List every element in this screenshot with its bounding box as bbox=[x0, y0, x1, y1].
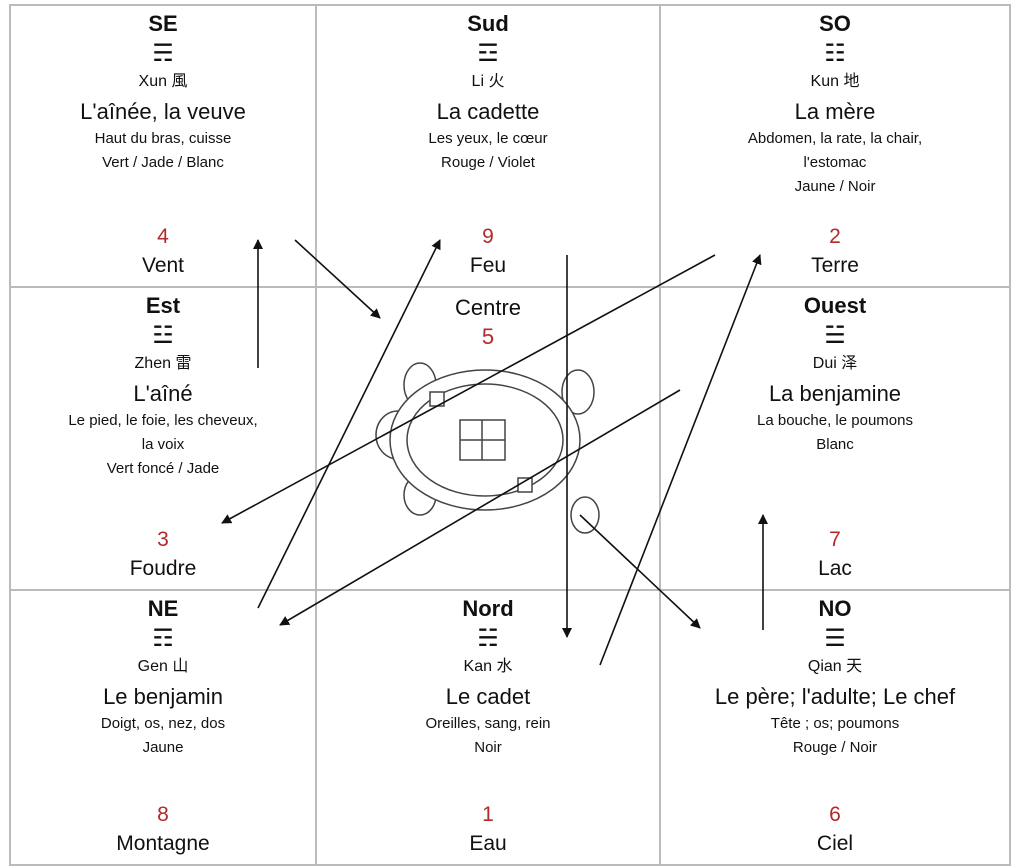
trigram-name: Li 火 bbox=[316, 67, 660, 97]
detail-line: Blanc bbox=[660, 433, 1010, 457]
number: 6 bbox=[660, 801, 1010, 829]
trigram-name: Dui 泽 bbox=[660, 349, 1010, 379]
trigram-name: Xun 風 bbox=[10, 67, 316, 97]
element: Terre bbox=[660, 251, 1010, 281]
trigram-name: Kun 地 bbox=[660, 67, 1010, 97]
detail-line: Noir bbox=[316, 736, 660, 760]
detail-line: Jaune bbox=[10, 736, 316, 760]
detail-line: Oreilles, sang, rein bbox=[316, 712, 660, 736]
family-role: Le benjamin bbox=[10, 682, 316, 712]
direction: Sud bbox=[316, 9, 660, 39]
element: Lac bbox=[660, 554, 1010, 584]
trigram: ☷ bbox=[660, 39, 1010, 67]
centre-label: Centre bbox=[316, 293, 660, 323]
trigram: ☰ bbox=[660, 624, 1010, 652]
number: 8 bbox=[10, 801, 316, 829]
direction: SO bbox=[660, 9, 1010, 39]
number: 1 bbox=[316, 801, 660, 829]
direction: Ouest bbox=[660, 291, 1010, 321]
trigram: ☴ bbox=[10, 39, 316, 67]
detail-line: Rouge / Violet bbox=[316, 151, 660, 175]
trigram: ☱ bbox=[660, 321, 1010, 349]
detail-line: Abdomen, la rate, la chair, bbox=[660, 127, 1010, 151]
direction: NE bbox=[10, 594, 316, 624]
direction: Est bbox=[10, 291, 316, 321]
family-role: Le père; l'adulte; Le chef bbox=[660, 682, 1010, 712]
element: Montagne bbox=[10, 829, 316, 859]
number: 9 bbox=[316, 223, 660, 251]
trigram-name: Gen 山 bbox=[10, 652, 316, 682]
centre-number: 5 bbox=[316, 323, 660, 351]
detail-line: Vert / Jade / Blanc bbox=[10, 151, 316, 175]
lo-shu-diagram: Centre 5 SE☴Xun 風L'aînée, la veuveHaut d… bbox=[0, 0, 1015, 868]
number: 4 bbox=[10, 223, 316, 251]
element: Feu bbox=[316, 251, 660, 281]
family-role: L'aîné bbox=[10, 379, 316, 409]
detail-line: Vert foncé / Jade bbox=[10, 457, 316, 481]
direction: Nord bbox=[316, 594, 660, 624]
number: 3 bbox=[10, 526, 316, 554]
detail-line: Le pied, le foie, les cheveux, bbox=[10, 409, 316, 433]
detail-line: Rouge / Noir bbox=[660, 736, 1010, 760]
trigram: ☵ bbox=[316, 624, 660, 652]
number: 2 bbox=[660, 223, 1010, 251]
detail-line: Haut du bras, cuisse bbox=[10, 127, 316, 151]
detail-line: la voix bbox=[10, 433, 316, 457]
detail-line: Les yeux, le cœur bbox=[316, 127, 660, 151]
direction: SE bbox=[10, 9, 316, 39]
trigram-name: Kan 水 bbox=[316, 652, 660, 682]
centre-cell: Centre 5 bbox=[316, 287, 660, 590]
element: Eau bbox=[316, 829, 660, 859]
element: Vent bbox=[10, 251, 316, 281]
element: Foudre bbox=[10, 554, 316, 584]
element: Ciel bbox=[660, 829, 1010, 859]
family-role: La benjamine bbox=[660, 379, 1010, 409]
detail-line: l'estomac bbox=[660, 151, 1010, 175]
family-role: La cadette bbox=[316, 97, 660, 127]
detail-line: La bouche, le poumons bbox=[660, 409, 1010, 433]
detail-line: Jaune / Noir bbox=[660, 175, 1010, 199]
trigram: ☳ bbox=[10, 321, 316, 349]
detail-line: Tête ; os; poumons bbox=[660, 712, 1010, 736]
number: 7 bbox=[660, 526, 1010, 554]
family-role: La mère bbox=[660, 97, 1010, 127]
trigram: ☲ bbox=[316, 39, 660, 67]
trigram-name: Zhen 雷 bbox=[10, 349, 316, 379]
direction: NO bbox=[660, 594, 1010, 624]
trigram-name: Qian 天 bbox=[660, 652, 1010, 682]
family-role: Le cadet bbox=[316, 682, 660, 712]
trigram: ☶ bbox=[10, 624, 316, 652]
detail-line: Doigt, os, nez, dos bbox=[10, 712, 316, 736]
family-role: L'aînée, la veuve bbox=[10, 97, 316, 127]
